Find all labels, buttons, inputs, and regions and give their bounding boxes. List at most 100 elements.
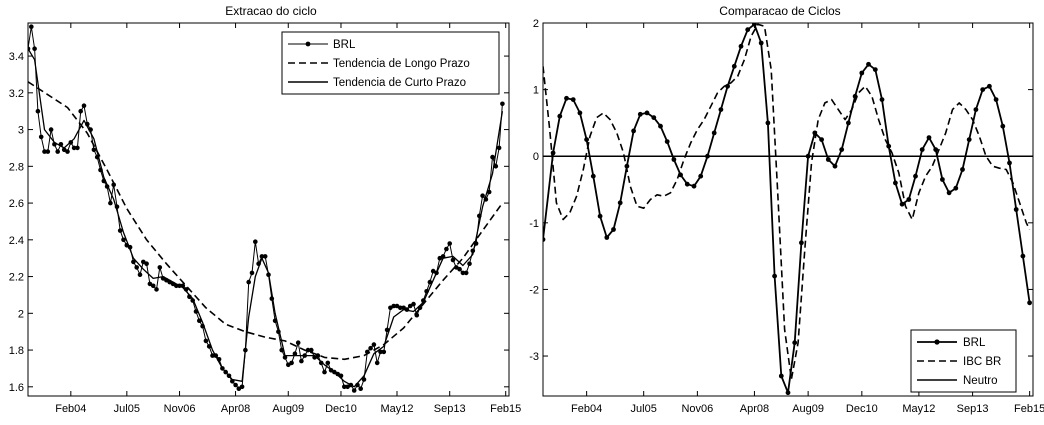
legend-item-neutro: Neutro	[917, 375, 998, 387]
data-point-brl	[361, 377, 367, 382]
data-point-brl	[187, 294, 192, 300]
data-point-brl	[318, 360, 324, 366]
data-point-brl	[276, 329, 281, 335]
data-point-brl	[752, 23, 757, 27]
legend-label: IBC BR	[963, 356, 1001, 368]
data-point-brl	[772, 273, 777, 279]
data-point-brl	[678, 172, 683, 178]
data-point-brl	[137, 272, 143, 278]
data-point-brl	[55, 149, 60, 154]
legend: BRL Tendencia de Longo Prazo Tendencia d…	[281, 31, 500, 95]
data-point-brl	[1013, 207, 1019, 212]
legend-item-ibc-br: IBC BR	[917, 356, 1001, 368]
data-point-brl	[78, 108, 83, 114]
data-point-brl	[71, 145, 77, 151]
data-point-brl	[463, 270, 469, 276]
y-tick-label: 0	[533, 151, 539, 163]
y-tick-label: 3.4	[9, 51, 24, 63]
data-point-brl	[872, 67, 878, 72]
data-point-brl	[220, 366, 225, 371]
data-point-brl	[866, 61, 871, 67]
data-point-brl	[134, 265, 139, 270]
x-tick-label: Aug09	[272, 403, 304, 415]
data-point-brl	[368, 345, 373, 351]
data-point-brl	[101, 178, 107, 184]
data-point-brl	[42, 149, 47, 154]
legend-item-tendencia-curto-prazo: Tendencia de Curto Prazo	[288, 77, 466, 89]
data-point-brl	[259, 254, 265, 259]
data-point-brl	[262, 254, 268, 259]
x-tick-label: Aug09	[792, 403, 824, 415]
data-point-brl	[980, 87, 986, 92]
data-point-brl	[658, 123, 663, 129]
data-point-brl	[684, 181, 690, 187]
legend-label: Neutro	[963, 375, 998, 387]
data-point-brl	[819, 137, 824, 143]
data-point-brl	[226, 373, 232, 379]
y-tick-label: 2.4	[9, 235, 24, 247]
y-tick-label: -3	[529, 351, 539, 363]
data-point-brl	[279, 347, 285, 353]
data-point-brl	[496, 145, 502, 151]
data-point-brl	[745, 27, 751, 33]
data-point-brl	[190, 298, 195, 303]
data-point-brl	[299, 358, 304, 364]
data-point-brl	[799, 240, 804, 246]
data-point-brl	[404, 307, 410, 312]
data-point-brl	[718, 107, 724, 112]
data-point-brl	[32, 46, 37, 51]
data-point-brl	[651, 115, 657, 120]
data-point-brl	[1000, 123, 1006, 129]
data-point-brl	[624, 163, 630, 169]
data-point-brl	[398, 305, 403, 311]
data-point-brl	[200, 323, 205, 329]
data-point-brl	[477, 213, 482, 219]
legend-item-tendencia-longo-prazo: Tendencia de Longo Prazo	[288, 58, 470, 70]
data-point-brl	[839, 147, 845, 153]
data-point-brl	[338, 373, 344, 379]
data-point-brl	[550, 150, 556, 156]
data-point-brl	[1020, 253, 1026, 259]
data-point-brl	[846, 120, 851, 126]
data-point-brl	[966, 137, 972, 143]
data-point-brl	[213, 353, 219, 358]
data-point-brl	[486, 189, 492, 195]
data-point-brl	[174, 283, 179, 289]
data-point-brl	[711, 130, 717, 136]
data-point-brl	[127, 244, 133, 250]
data-point-brl	[342, 384, 347, 390]
x-tick-label: Apr08	[221, 403, 250, 415]
data-point-brl	[812, 130, 818, 136]
data-point-brl	[315, 353, 321, 358]
data-point-brl	[35, 108, 41, 114]
data-point-brl	[154, 287, 159, 292]
data-point-brl	[493, 164, 499, 169]
data-point-brl	[731, 63, 737, 69]
data-point-brl	[210, 353, 215, 358]
x-tick-label: Nov06	[164, 403, 196, 415]
data-point-brl	[792, 340, 798, 346]
data-point-brl	[272, 318, 278, 324]
series-group	[28, 24, 505, 393]
data-point-brl	[269, 296, 275, 301]
data-point-brl	[68, 140, 74, 145]
data-point-brl	[758, 40, 764, 46]
data-point-brl	[644, 110, 650, 116]
data-point-brl	[457, 266, 462, 272]
data-point-brl	[384, 327, 390, 333]
data-point-brl	[705, 153, 710, 159]
data-point-brl	[447, 241, 453, 246]
x-tick-label: Sep13	[957, 403, 989, 415]
data-point-brl	[987, 83, 992, 89]
data-point-brl	[98, 167, 103, 173]
legend-item-brl: BRL	[288, 39, 356, 51]
data-point-brl	[490, 154, 495, 160]
data-point-brl	[381, 349, 387, 355]
data-point-brl	[88, 127, 93, 132]
data-point-brl	[664, 139, 670, 145]
data-point-brl	[183, 287, 189, 292]
x-tick-label: Dec10	[846, 403, 878, 415]
data-point-brl	[691, 183, 697, 189]
data-point-brl	[1007, 160, 1012, 166]
data-point-brl	[253, 239, 258, 244]
